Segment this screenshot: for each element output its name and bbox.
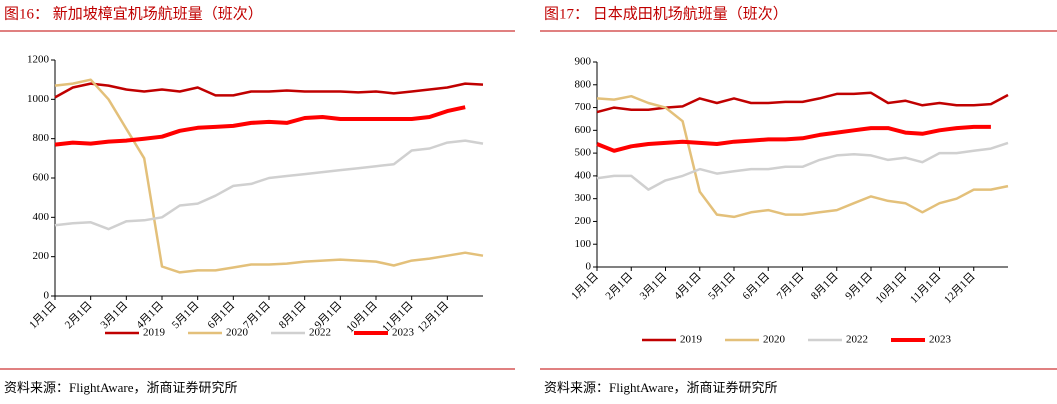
y-tick-label: 400 (33, 211, 50, 223)
x-tick-label: 2月1日 (63, 299, 95, 331)
legend-label: 2022 (309, 327, 331, 339)
y-tick-label: 200 (33, 250, 50, 262)
x-tick-label: 4月1日 (672, 270, 704, 302)
series-line (54, 105, 466, 147)
x-tick-label: 12月1日 (942, 270, 978, 306)
series-line (54, 78, 484, 274)
y-tick-label: 0 (586, 261, 592, 273)
y-tick-label: 1200 (27, 54, 50, 66)
y-tick-label: 1000 (27, 93, 50, 105)
x-tick-label: 5月1日 (706, 270, 738, 302)
chart-title: 图16： 新加坡樟宜机场航班量（班次） (4, 4, 263, 22)
x-tick-label: 3月1日 (98, 299, 130, 331)
x-tick-label: 10月1日 (873, 270, 909, 306)
series-line (596, 91, 1009, 114)
y-tick-label: 800 (33, 132, 50, 144)
source: 资料来源：FlightAware，浙商证券研究所 (4, 380, 238, 395)
y-tick-label: 700 (575, 101, 592, 113)
series-line (54, 82, 484, 99)
x-tick-label: 2月1日 (603, 270, 635, 302)
y-tick-label: 200 (575, 215, 592, 227)
series-line (596, 94, 1009, 219)
series-line (596, 141, 1009, 191)
x-tick-label: 1月1日 (569, 270, 601, 302)
x-tick-label: 11月1日 (908, 270, 943, 305)
chart-title: 图17： 日本成田机场航班量（班次） (544, 5, 788, 22)
x-tick-label: 3月1日 (638, 270, 670, 302)
x-tick-label: 10月1日 (344, 299, 380, 335)
series-line (54, 139, 484, 231)
x-tick-label: 8月1日 (809, 270, 841, 302)
y-tick-label: 400 (575, 169, 592, 181)
y-tick-label: 900 (575, 56, 592, 68)
legend-label: 2020 (763, 334, 786, 346)
y-tick-label: 0 (44, 290, 50, 302)
legend-label: 2020 (226, 327, 249, 339)
x-tick-label: 8月1日 (277, 299, 309, 331)
legend-label: 2019 (143, 327, 166, 339)
y-tick-label: 600 (575, 124, 592, 136)
x-tick-label: 7月1日 (775, 270, 807, 302)
x-tick-label: 9月1日 (843, 270, 875, 302)
legend-label: 2023 (392, 327, 415, 339)
legend-label: 2022 (846, 334, 868, 346)
y-tick-label: 100 (575, 238, 592, 250)
source: 资料来源：FlightAware，浙商证券研究所 (544, 380, 778, 395)
legend-label: 2023 (929, 334, 952, 346)
series-line (596, 124, 991, 153)
x-tick-label: 12月1日 (416, 299, 452, 335)
y-tick-label: 500 (575, 147, 592, 159)
x-tick-label: 6月1日 (740, 270, 772, 302)
y-tick-label: 300 (575, 192, 592, 204)
y-tick-label: 600 (33, 172, 50, 184)
legend-label: 2019 (680, 334, 703, 346)
y-tick-label: 800 (575, 78, 592, 90)
x-tick-label: 5月1日 (170, 299, 202, 331)
x-tick-label: 1月1日 (27, 299, 59, 331)
